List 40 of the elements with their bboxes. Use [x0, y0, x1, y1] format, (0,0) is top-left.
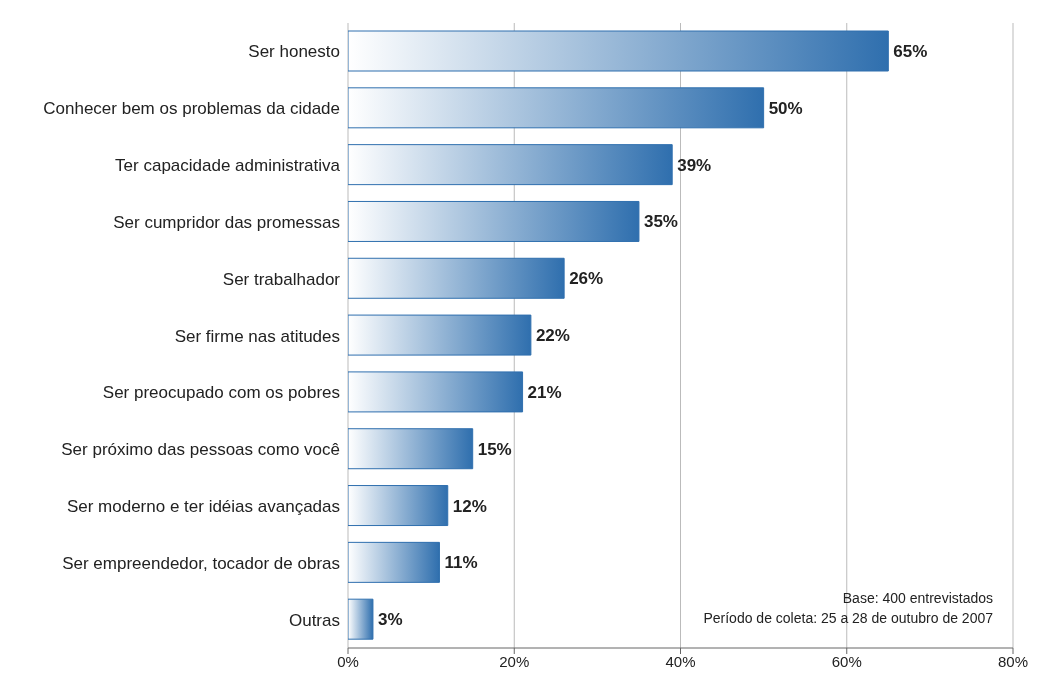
y-tick-label: Ser firme nas atitudes	[174, 326, 340, 346]
data-label: 39%	[677, 155, 712, 175]
data-label: 3%	[377, 610, 403, 630]
bar	[348, 485, 449, 527]
annotation: Base: 400 entrevistados	[841, 589, 993, 608]
y-tick-label: Outras	[288, 610, 340, 630]
bar	[348, 314, 532, 356]
x-tick-label: 40%	[665, 652, 696, 670]
y-tick-label: Ser empreendedor, tocador de obras	[62, 553, 340, 573]
data-label: 50%	[768, 98, 803, 118]
bar	[348, 371, 524, 413]
data-label: 15%	[477, 439, 512, 459]
data-label: 65%	[893, 42, 928, 62]
y-tick-label: Conhecer bem os problemas da cidade	[43, 99, 340, 119]
y-tick-label: Ser próximo das pessoas como você	[61, 440, 340, 460]
x-tick-label: 20%	[499, 652, 530, 670]
x-tick-label: 60%	[831, 652, 862, 670]
y-tick-label: Ser cumpridor das promessas	[113, 212, 340, 232]
bar	[348, 144, 673, 186]
data-label: 22%	[535, 326, 570, 346]
bar	[348, 541, 440, 583]
bar	[348, 87, 765, 129]
bar	[348, 257, 565, 299]
annotation: Período de coleta: 25 a 28 de outubro de 2007	[703, 609, 993, 628]
y-tick-label: Ter capacidade administrativa	[115, 156, 341, 176]
x-tick-label: 0%	[337, 652, 359, 670]
y-tick-label: Ser preocupado com os pobres	[102, 383, 340, 403]
y-tick-label: Ser honesto	[248, 42, 340, 62]
bar	[348, 30, 889, 72]
bar	[348, 428, 474, 470]
y-tick-label: Ser trabalhador	[222, 269, 341, 289]
data-label: 12%	[452, 496, 487, 516]
data-label: 11%	[444, 553, 478, 573]
x-tick-label: 80%	[997, 652, 1029, 670]
y-tick-label: Ser moderno e ter idéias avançadas	[66, 496, 340, 516]
data-label: 26%	[569, 269, 604, 289]
bar	[348, 200, 640, 242]
bar	[348, 598, 374, 640]
data-label: 21%	[527, 382, 562, 402]
data-label: 35%	[643, 212, 678, 232]
